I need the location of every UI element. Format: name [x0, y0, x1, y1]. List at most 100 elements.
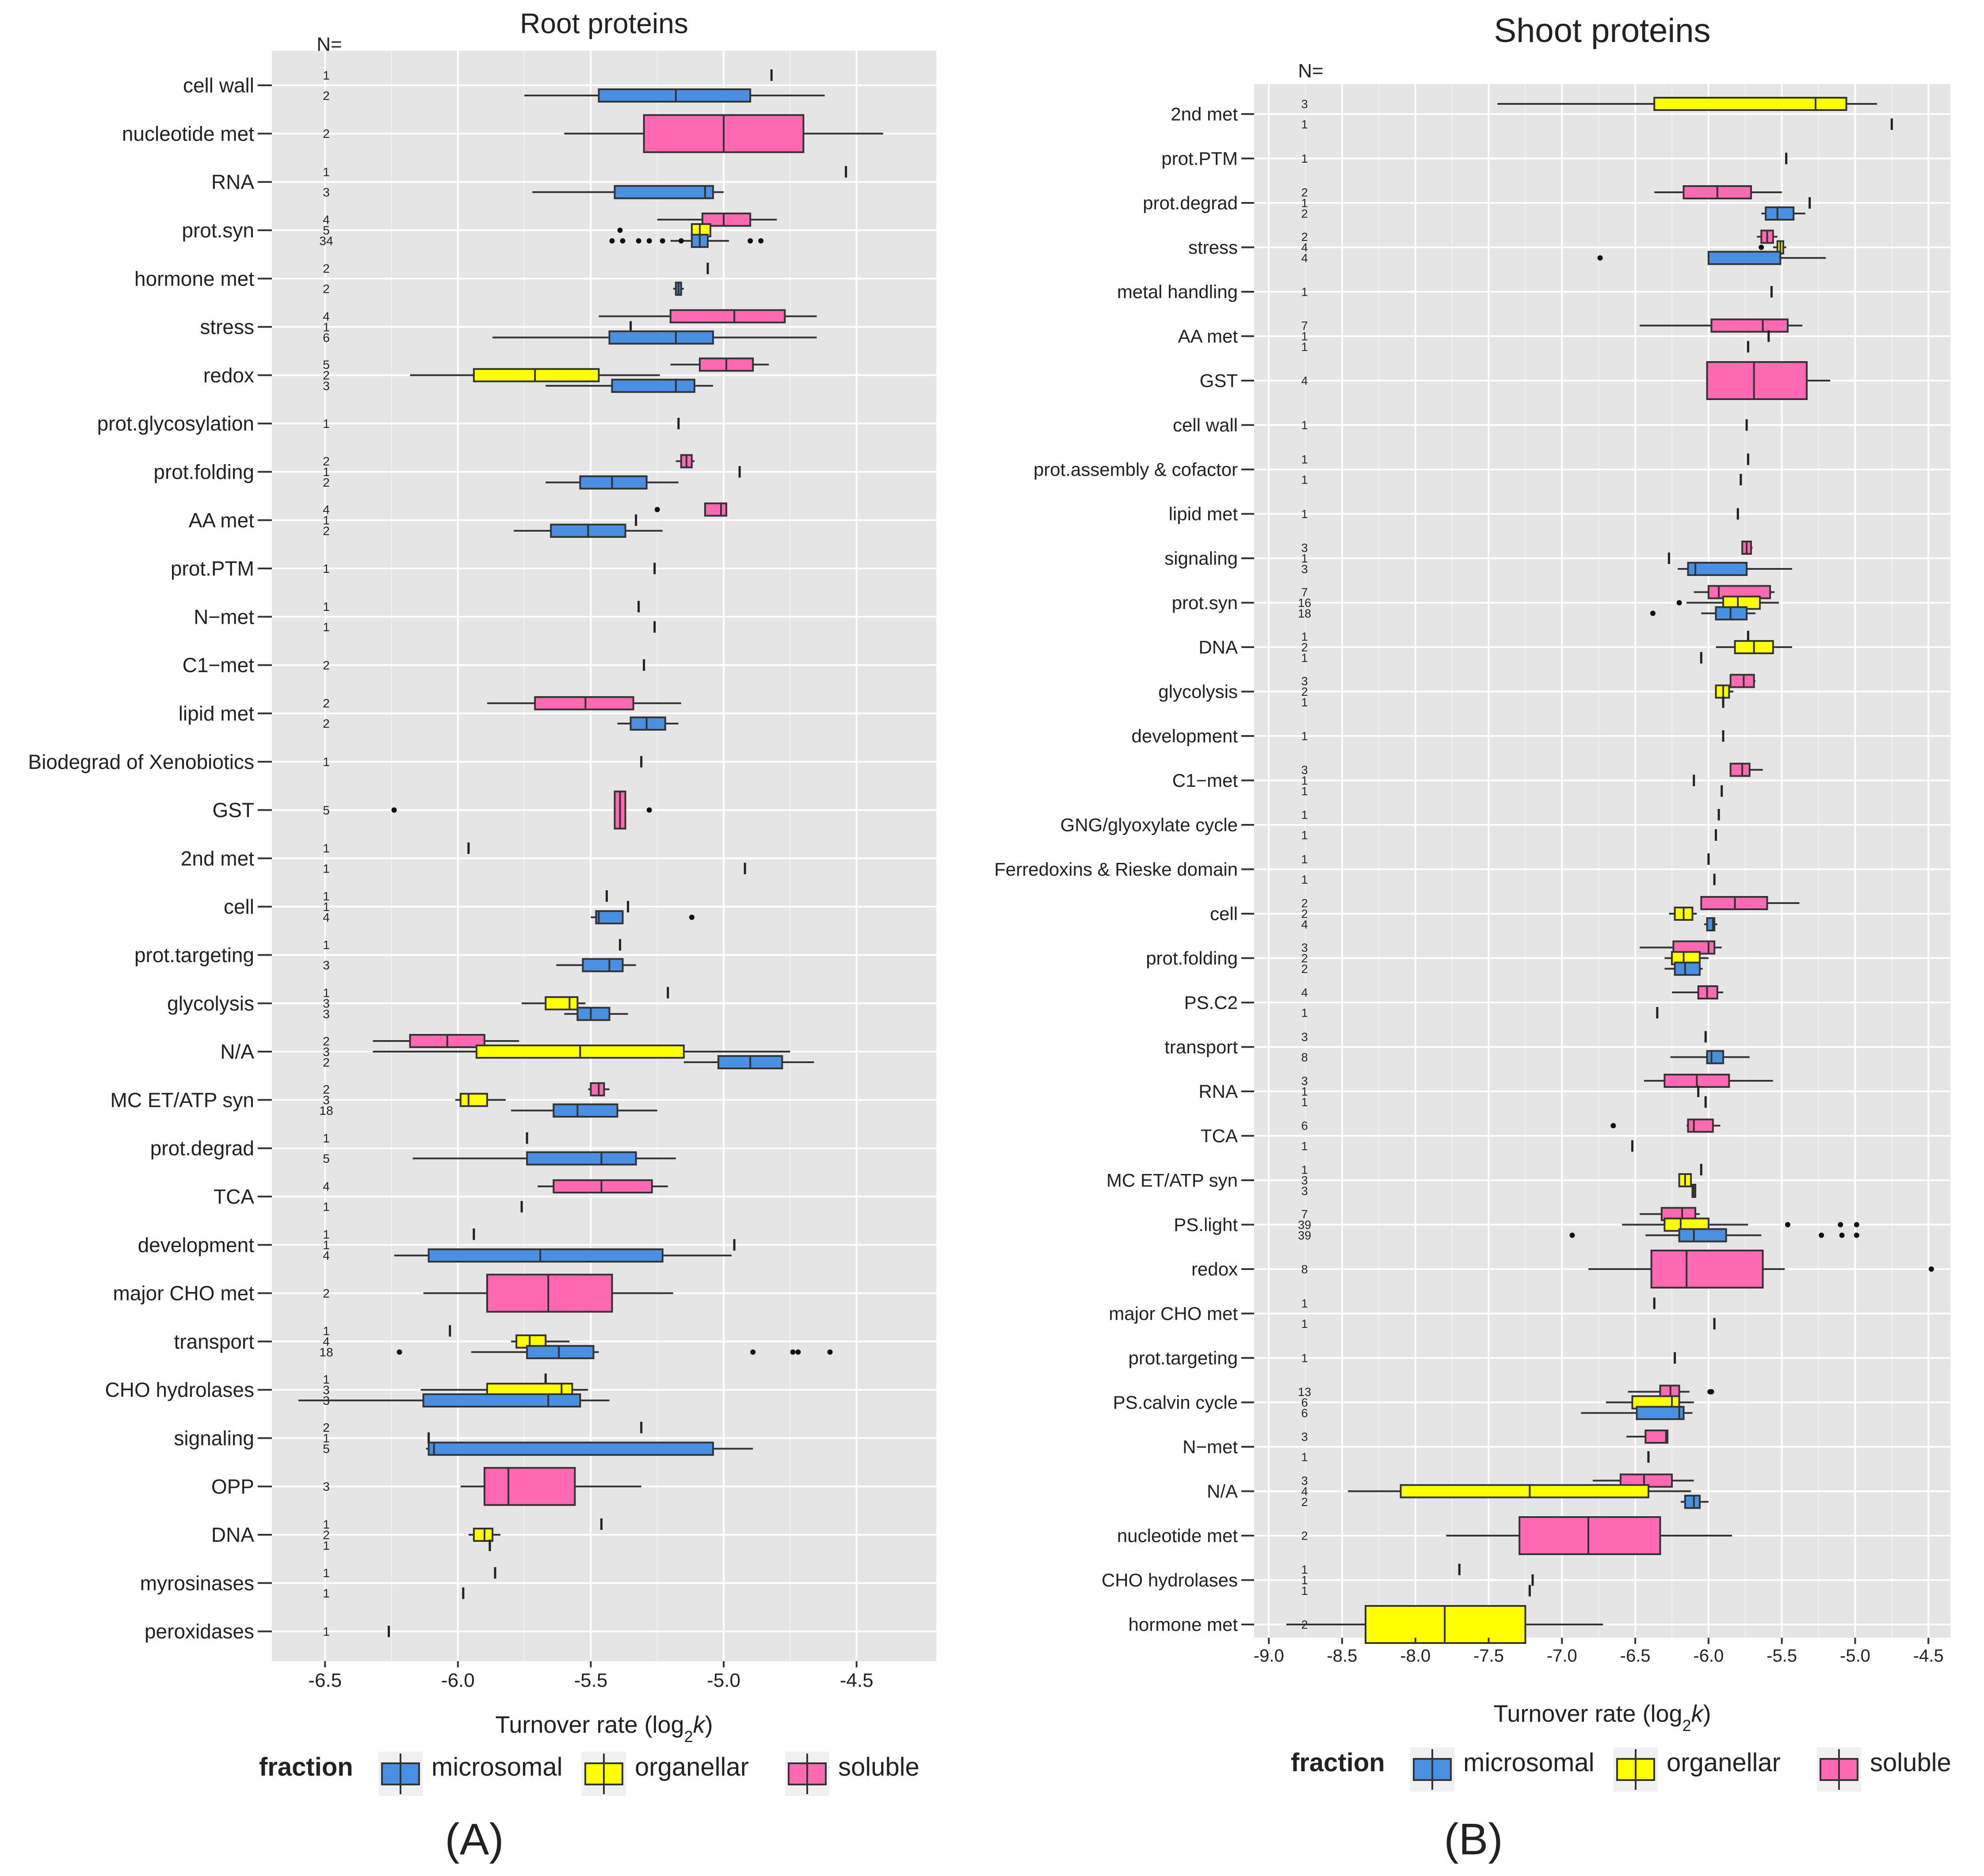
n-count: 3 [1301, 1474, 1308, 1487]
category-label: N/A [220, 1040, 254, 1063]
outlier-point [636, 238, 641, 244]
category-label: prot.folding [153, 461, 254, 484]
outlier-point [758, 238, 764, 244]
n-count: 1 [323, 417, 330, 431]
n-count: 6 [1301, 1396, 1308, 1409]
category-label: glycolysis [1158, 681, 1238, 702]
x-axis-label: Turnover rate (log2k) [495, 1712, 713, 1746]
n-count: 1 [323, 1200, 330, 1214]
category-label: GST [212, 799, 254, 822]
chart-title: Shoot proteins [1494, 12, 1710, 50]
category-label: redox [1191, 1259, 1238, 1280]
n-count: 1 [323, 986, 330, 1000]
x-tick-label: -5.5 [574, 1670, 608, 1691]
box-soluble [483, 1467, 576, 1506]
box-microsomal [1707, 251, 1782, 265]
n-count: 39 [1298, 1218, 1311, 1232]
n-count: 2 [323, 658, 330, 672]
box-organellar [1653, 97, 1847, 111]
category-label: N−met [1183, 1437, 1238, 1457]
n-count: 2 [1301, 1529, 1308, 1542]
n-count: 3 [323, 1007, 330, 1021]
box-soluble [1519, 1516, 1661, 1555]
n-count: 1 [1301, 1140, 1308, 1153]
x-axis-label-sub: 2 [684, 1727, 693, 1746]
box-microsomal [1636, 1406, 1685, 1420]
category-label: hormone met [134, 267, 254, 290]
n-count: 2 [323, 1034, 330, 1048]
category-label: PS.C2 [1184, 992, 1238, 1013]
n-count: 1 [323, 1624, 330, 1638]
box-microsomal [1678, 1228, 1727, 1243]
box-microsomal [576, 1007, 610, 1021]
n-count: 1 [323, 465, 330, 479]
n-count: 1 [323, 1228, 330, 1241]
box-soluble [704, 502, 728, 517]
n-count: 18 [319, 1104, 333, 1117]
n-count: 3 [323, 997, 330, 1010]
box-soluble [1706, 361, 1808, 400]
n-count: 1 [323, 165, 330, 179]
outlier-point [1785, 1222, 1790, 1228]
category-label: RNA [1198, 1081, 1238, 1102]
category-label: MC ET/ATP syn [1106, 1170, 1238, 1191]
n-count: 5 [323, 1152, 330, 1165]
category-label: myrosinases [140, 1571, 254, 1594]
n-count: 4 [1301, 986, 1308, 999]
n-count: 1 [323, 889, 330, 903]
n-count: 1 [1301, 1351, 1308, 1365]
n-count: 1 [1301, 630, 1308, 643]
n-count: 3 [1301, 97, 1308, 111]
n-count: 1 [1301, 473, 1308, 486]
outlier-point [660, 238, 665, 244]
x-axis-label-var: k [693, 1712, 706, 1738]
category-label: prot.folding [1146, 948, 1238, 969]
n-count: 1 [323, 862, 330, 876]
category-label: peroxidases [145, 1620, 254, 1643]
n-count: 1 [323, 1586, 330, 1600]
n-count: 1 [1301, 1563, 1308, 1576]
category-label: signaling [1164, 548, 1238, 569]
n-count: 3 [1301, 675, 1308, 688]
x-axis-label: Turnover rate (log2k) [1493, 1701, 1711, 1735]
n-count: 2 [1301, 962, 1308, 976]
box-microsomal [427, 1248, 664, 1263]
n-count: 1 [1301, 196, 1308, 210]
category-label: transport [174, 1330, 254, 1353]
n-header: N= [317, 34, 342, 55]
box-microsomal [553, 1103, 618, 1118]
n-count: 2 [1301, 230, 1308, 244]
outlier-point [1676, 600, 1682, 606]
x-axis-label-text: Turnover rate (log [1493, 1701, 1682, 1727]
n-count: 1 [1301, 1297, 1308, 1310]
category-label: AA met [1178, 326, 1238, 347]
chart-panel-shoot: Shoot proteins N= 2nd met 3 1 prot.PTM 1 prot.d… [994, 12, 1951, 1864]
n-count: 1 [1301, 330, 1308, 343]
n-count: 2 [1301, 685, 1308, 698]
box-microsomal [1706, 1050, 1725, 1064]
x-axis-label-text: Turnover rate (log [495, 1712, 684, 1738]
legend: fraction microsomal organellar soluble [259, 1752, 920, 1796]
n-count: 1 [1301, 696, 1308, 709]
n-count: 3 [1301, 763, 1308, 777]
panel-caption: (A) [445, 1815, 504, 1864]
box-organellar [545, 996, 579, 1010]
n-count: 5 [323, 803, 330, 817]
n-count: 2 [323, 476, 330, 489]
box-microsomal [630, 716, 666, 731]
box-microsomal [579, 475, 648, 490]
n-count: 1 [323, 620, 330, 634]
n-count: 2 [323, 262, 330, 275]
outlier-point [646, 238, 652, 244]
legend-label-microsomal: microsomal [1463, 1748, 1595, 1777]
category-label: N−met [194, 605, 254, 628]
outlier-point [617, 227, 623, 233]
n-count: 1 [323, 1238, 330, 1252]
n-count: 4 [323, 213, 330, 227]
outlier-point [689, 915, 694, 920]
n-count: 3 [323, 185, 330, 199]
n-count: 4 [323, 1180, 330, 1193]
category-label: 2nd met [181, 847, 254, 870]
box-soluble [590, 1082, 605, 1097]
